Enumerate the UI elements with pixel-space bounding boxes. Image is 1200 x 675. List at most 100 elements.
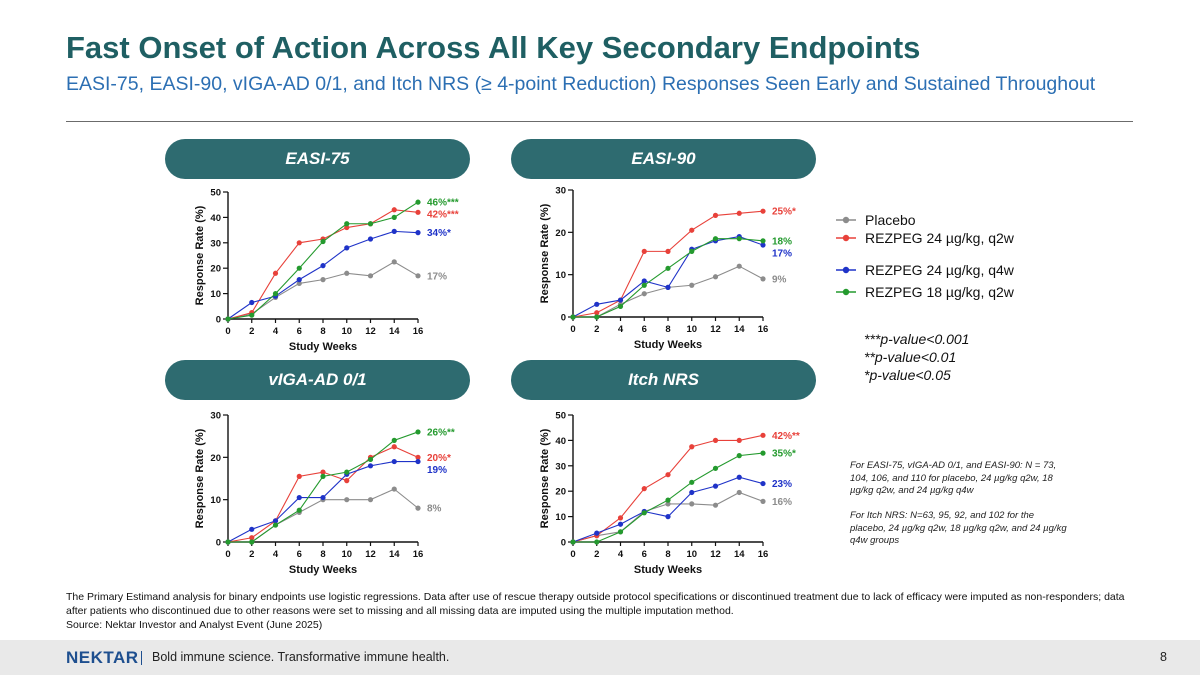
legend-marker-icon [836,234,856,242]
data-point-q4w24 [641,278,647,284]
footnote: The Primary Estimand analysis for binary… [66,590,1146,632]
footer-separator [141,651,142,665]
y-tick-label: 10 [210,289,221,300]
end-value-label: 9% [772,274,787,285]
sample-size-note-easi: For EASI-75, vIGA-AD 0/1, and EASI-90: N… [850,460,1057,496]
page-subtitle: EASI-75, EASI-90, vIGA-AD 0/1, and Itch … [66,73,1096,95]
data-point-q4w24 [760,242,766,248]
legend-label: REZPEG 18 µg/kg, q2w [865,284,1014,300]
legend-item-24-q2w: REZPEG 24 µg/kg, q2w [835,230,1014,246]
y-tick-label: 50 [555,411,566,422]
data-point-q4w24 [689,489,695,496]
data-point-q4w24 [249,299,255,306]
data-point-q2w18 [594,539,600,545]
data-point-q2w18 [272,522,279,528]
x-tick-label: 10 [341,549,352,560]
data-point-placebo [344,497,350,503]
legend-label: Placebo [865,212,916,228]
end-value-label: 25%* [772,207,796,218]
data-point-q2w24 [249,535,255,541]
data-point-q4w24 [367,463,374,469]
data-point-q2w18 [415,429,421,435]
legend-marker-icon [836,216,856,224]
data-point-q2w18 [225,316,231,322]
x-tick-label: 14 [734,549,745,560]
y-tick-label: 0 [216,315,221,326]
data-point-q4w24 [272,518,279,524]
series-line-placebo [573,265,764,318]
viga-chart: Response Rate (%) 0 10 20 30 0 2 4 6 8 10 12 14 16 Stu… [194,411,455,577]
nektar-logo: NEKTAR [66,648,139,667]
data-point-placebo [760,498,766,504]
x-tick-label: 2 [249,549,254,560]
data-point-q2w24 [344,224,350,231]
data-point-q2w18 [665,497,671,503]
data-point-q2w24 [391,207,397,213]
end-value-label: 18% [772,236,792,247]
data-point-q2w24 [641,248,647,254]
legend-marker-icon [836,266,856,274]
data-point-q4w24 [415,230,421,236]
y-tick-label: 0 [561,538,566,549]
y-tick-label: 30 [210,238,221,249]
end-value-label: 17% [427,271,447,282]
data-point-q2w24 [665,248,671,254]
page-title: Fast Onset of Action Across All Key Seco… [66,30,921,65]
data-point-placebo [689,501,695,507]
footer-bar [0,640,1200,675]
legend-label: REZPEG 24 µg/kg, q2w [865,230,1014,246]
pvalue-line: **p-value<0.01 [864,349,957,365]
data-point-q4w24 [760,480,766,487]
y-tick-label: 20 [210,264,221,275]
page-number: 8 [1160,650,1167,664]
data-point-q4w24 [296,494,302,501]
data-point-q2w24 [689,227,695,233]
data-point-q2w18 [415,199,421,205]
data-point-q2w18 [712,236,719,242]
data-point-q2w24 [415,454,421,460]
y-tick-label: 30 [555,186,566,197]
data-point-q2w18 [760,450,766,456]
x-tick-label: 0 [570,324,575,335]
data-point-q2w18 [641,282,647,288]
x-tick-label: 16 [413,326,424,337]
x-tick-label: 16 [413,549,424,560]
data-point-q4w24 [665,514,671,520]
data-point-q4w24 [391,458,397,465]
data-point-q2w24 [296,473,302,479]
data-point-q2w18 [665,265,671,271]
data-point-q2w18 [367,456,374,463]
y-tick-label: 10 [555,512,566,523]
y-tick-label: 40 [210,213,221,224]
data-point-q4w24 [320,494,326,501]
panel-title-easi75: EASI-75 [165,139,470,179]
x-tick-label: 16 [758,549,769,560]
y-tick-label: 10 [210,495,221,506]
data-point-q2w24 [617,515,624,521]
easi75-chart: Response Rate (%) 0 10 20 30 40 50 0 2 4 6 8 10 12 14 1… [194,188,459,354]
legend: Placebo REZPEG 24 µg/kg, q2w REZPEG 24 µ… [835,209,1075,309]
y-tick-label: 0 [561,313,566,324]
data-point-q4w24 [665,284,671,290]
data-point-q2w18 [249,539,255,545]
x-tick-label: 2 [594,549,599,560]
end-value-label: 16% [772,497,792,508]
data-point-q2w18 [594,314,600,320]
data-point-q4w24 [296,277,302,283]
data-point-q2w18 [570,314,576,320]
x-tick-label: 4 [273,326,279,337]
y-tick-label: 40 [555,436,566,447]
data-point-q4w24 [344,245,350,251]
x-tick-label: 8 [320,326,325,337]
x-tick-label: 10 [341,326,352,337]
y-tick-label: 20 [555,487,566,498]
data-point-q2w24 [594,310,600,316]
data-point-q2w18 [344,469,350,475]
x-tick-label: 12 [710,324,721,335]
end-value-label: 19% [427,465,447,476]
end-value-label: 34%* [427,228,451,239]
x-tick-label: 4 [273,549,279,560]
data-point-q2w18 [712,465,719,471]
end-value-label: 20%* [427,453,451,464]
y-tick-label: 20 [210,453,221,464]
